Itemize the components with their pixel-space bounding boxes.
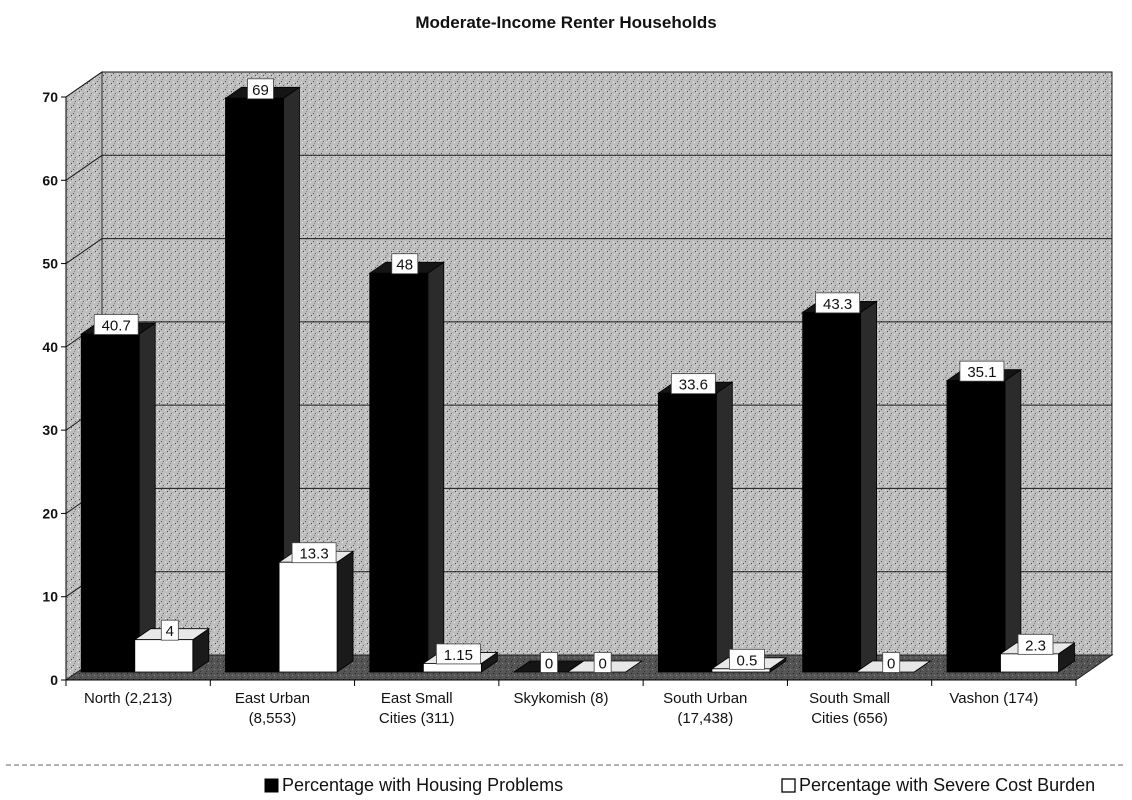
bar-side xyxy=(336,550,354,673)
data-label: 35.1 xyxy=(967,364,996,381)
data-label: 48 xyxy=(396,257,413,274)
data-label: 4 xyxy=(166,623,174,640)
x-tick-label: East Urban xyxy=(235,690,310,707)
bar xyxy=(946,380,1006,673)
data-label: 2.3 xyxy=(1025,637,1046,654)
grid-line-side xyxy=(65,154,103,181)
data-label-box xyxy=(593,652,612,673)
bar-side xyxy=(860,300,878,673)
data-label: 0 xyxy=(545,656,553,673)
bar xyxy=(134,639,194,673)
grid-line-side xyxy=(65,238,103,264)
x-tick-label: (17,438) xyxy=(677,710,733,727)
y-tick-label: 20 xyxy=(42,505,58,521)
legend: Percentage with Housing Problems Percent… xyxy=(6,764,1126,795)
x-tick-label: (8,553) xyxy=(249,710,297,727)
grid-line-side xyxy=(65,71,103,98)
data-label: 0.5 xyxy=(737,652,758,669)
bar xyxy=(657,392,717,673)
data-label-box xyxy=(882,652,901,673)
legend-swatch-severe-cost-burden xyxy=(781,778,796,793)
legend-swatch-housing-problems xyxy=(264,778,279,793)
y-tick-label: 60 xyxy=(42,172,58,188)
y-tick-label: 0 xyxy=(50,672,58,688)
y-tick-label: 30 xyxy=(42,422,58,438)
data-label-box xyxy=(1017,633,1054,655)
data-label: 1.15 xyxy=(444,647,473,664)
bar xyxy=(80,333,140,673)
bar-side xyxy=(427,261,445,673)
data-label: 0 xyxy=(887,656,895,673)
data-label-box xyxy=(93,314,139,335)
data-label: 13.3 xyxy=(299,546,328,563)
data-label: 0 xyxy=(598,656,606,673)
y-tick-label: 10 xyxy=(42,589,58,605)
x-tick-label: Skykomish (8) xyxy=(513,690,608,707)
data-label-box xyxy=(247,78,274,100)
data-label: 40.7 xyxy=(102,318,131,335)
data-label-box xyxy=(729,648,765,670)
data-label-box xyxy=(540,652,558,673)
y-tick-label: 50 xyxy=(42,256,58,272)
legend-label-severe-cost-burden: Percentage with Severe Cost Burden xyxy=(799,775,1095,795)
bar xyxy=(422,663,482,673)
data-label: 33.6 xyxy=(679,377,708,394)
bar xyxy=(369,272,429,673)
x-tick-label: South Small xyxy=(809,690,890,707)
data-label-box xyxy=(959,360,1005,382)
y-tick-label: 40 xyxy=(42,339,58,355)
x-tick-label: Cities (656) xyxy=(811,710,888,727)
bar xyxy=(278,561,338,673)
bar xyxy=(1000,653,1059,673)
bars: 40.7 4 69 13.3 48 1.15 0 0 33.6 0.5 43.3 0 35.1 2.3 xyxy=(79,78,1076,673)
data-label-box xyxy=(291,542,337,564)
x-axis: North (2,213) East Urban (8,553) East Small… xyxy=(65,679,1077,727)
x-tick-label: Cities (311) xyxy=(379,710,455,727)
bar xyxy=(802,311,862,673)
x-tick-label: East Small xyxy=(381,690,453,707)
x-tick-label: North (2,213) xyxy=(84,690,172,707)
bar xyxy=(225,97,284,673)
data-label-box xyxy=(391,253,419,275)
data-label-box xyxy=(160,619,179,641)
y-tick-label: 70 xyxy=(42,89,58,105)
bar-side xyxy=(715,381,733,673)
bar-side xyxy=(138,322,156,673)
legend-label-housing-problems: Percentage with Housing Problems xyxy=(282,775,563,795)
data-label-box xyxy=(815,292,861,314)
bar-side xyxy=(1004,368,1022,673)
data-label: 43.3 xyxy=(823,296,852,313)
chart-title: Moderate-Income Renter Households xyxy=(415,13,716,32)
data-label: 69 xyxy=(252,82,269,99)
x-tick-label: South Urban xyxy=(663,690,747,707)
data-label-box xyxy=(670,373,716,395)
y-axis: 0 10 20 30 40 50 60 70 xyxy=(42,89,67,688)
x-tick-label: Vashon (174) xyxy=(949,690,1038,707)
data-label-box xyxy=(435,643,481,665)
